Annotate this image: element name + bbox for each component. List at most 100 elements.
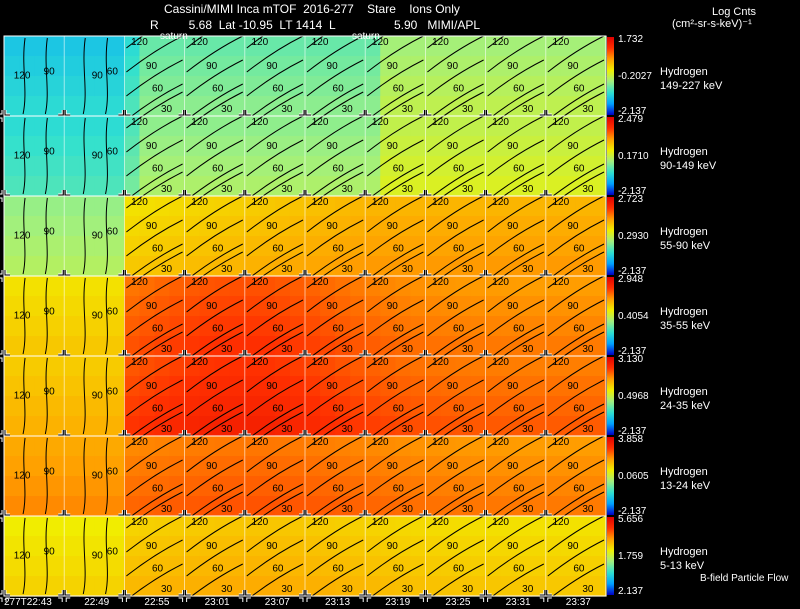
heatmap-cell <box>320 416 336 437</box>
heatmap-cell <box>575 156 592 177</box>
heatmap-cell <box>274 556 291 577</box>
contour-line <box>427 195 484 233</box>
contour-line <box>186 459 244 497</box>
heatmap-cell <box>139 76 156 97</box>
heatmap-cell <box>515 536 532 557</box>
contour-line <box>487 379 545 417</box>
contour-label: 60 <box>333 403 345 414</box>
heatmap-cell <box>575 396 592 417</box>
contour-label: 60 <box>272 243 284 254</box>
contour-label: 90 <box>146 301 158 312</box>
heatmap-cell <box>545 396 562 417</box>
heatmap-cell <box>274 296 291 317</box>
contour-label: 60 <box>333 563 345 574</box>
heatmap-cell <box>64 136 80 157</box>
contour-label: 120 <box>191 517 208 528</box>
heatmap-cell <box>214 216 231 237</box>
heatmap-cell <box>19 416 35 437</box>
heatmap-cell <box>64 416 80 437</box>
heatmap-cell <box>79 256 95 277</box>
heatmap-cell <box>320 96 336 117</box>
colorbar-min-label: -2.137 <box>618 506 647 517</box>
heatmap-cell <box>530 176 547 197</box>
panel-4: 120 90 90 601209060301209060301209060301209… <box>0 251 614 362</box>
contour-label: 120 <box>553 277 570 288</box>
heatmap-cell <box>455 356 472 377</box>
heatmap-cell <box>410 216 426 237</box>
heatmap-cell <box>154 576 171 597</box>
heatmap-cell <box>274 216 291 237</box>
heatmap-cell <box>79 356 95 377</box>
heatmap-cell <box>575 516 592 537</box>
heatmap-cell <box>139 436 156 457</box>
contour-label: 60 <box>107 307 119 318</box>
contour-line <box>22 437 26 515</box>
heatmap-cell <box>199 536 216 557</box>
contour-label: 60 <box>393 83 405 94</box>
heatmap-cell <box>79 276 95 297</box>
contour-label: 120 <box>191 437 208 448</box>
heatmap-cell <box>79 476 95 497</box>
heatmap-cell <box>350 496 366 517</box>
energy-range-label: 13-24 keV <box>660 480 711 492</box>
heatmap-cell <box>274 516 291 537</box>
heatmap-cell <box>440 576 457 597</box>
contour-line <box>306 411 364 449</box>
species-label: Hydrogen <box>660 226 708 238</box>
heatmap-cell <box>49 276 65 297</box>
heatmap-cell <box>274 136 291 157</box>
heatmap-cell <box>19 296 35 317</box>
heatmap-cell <box>184 556 201 577</box>
heatmap-cell <box>425 296 442 317</box>
heatmap-cell <box>49 76 65 97</box>
contour-label: 30 <box>281 344 293 355</box>
heatmap-cell <box>560 436 577 457</box>
heatmap-cell <box>575 536 592 557</box>
colorbar-mid-label: 0.2930 <box>618 231 649 242</box>
heatmap-cell <box>79 76 95 97</box>
heatmap-cell <box>425 316 442 337</box>
heatmap-cell <box>320 476 336 497</box>
contour-label: 30 <box>402 344 414 355</box>
contour-line <box>547 331 605 369</box>
heatmap-cell <box>440 336 457 357</box>
heatmap-cell <box>274 376 291 397</box>
contour-label: 90 <box>92 551 104 562</box>
contour-label: 120 <box>372 277 389 288</box>
heatmap-cell <box>425 256 442 277</box>
contour-label: 120 <box>191 197 208 208</box>
heatmap-cell <box>124 556 141 577</box>
heatmap-cell <box>259 116 276 137</box>
contour-label: 30 <box>402 504 414 515</box>
heatmap-cell <box>4 416 20 437</box>
heatmap-cell <box>575 296 592 317</box>
contour-label: 60 <box>513 483 525 494</box>
heatmap-cell <box>485 236 502 257</box>
heatmap-cell <box>214 156 231 177</box>
heatmap-cell <box>395 436 411 457</box>
contour-line <box>306 91 364 129</box>
heatmap-cell <box>410 56 426 77</box>
heatmap-cell <box>259 416 276 437</box>
contour-line <box>126 219 183 257</box>
heatmap-cell <box>184 256 201 277</box>
contour-label: 30 <box>582 104 594 115</box>
contour-label: 120 <box>372 357 389 368</box>
heatmap-cell <box>49 516 65 537</box>
contour-label: 60 <box>333 483 345 494</box>
heatmap-cell <box>320 496 336 517</box>
heatmap-cell <box>335 436 351 457</box>
heatmap-cell <box>380 496 396 517</box>
heatmap-cell <box>19 396 35 417</box>
contour-line <box>246 11 304 49</box>
contour-line <box>246 331 304 369</box>
contour-line <box>427 379 484 417</box>
contour-label: 120 <box>372 197 389 208</box>
heatmap-cell <box>380 556 396 577</box>
heatmap-cell <box>545 56 562 77</box>
heatmap-cell <box>124 256 141 277</box>
contour-label: 90 <box>567 61 579 72</box>
contour-label: 60 <box>107 387 119 398</box>
heatmap-cell <box>380 136 396 157</box>
heatmap-cell <box>590 96 607 117</box>
